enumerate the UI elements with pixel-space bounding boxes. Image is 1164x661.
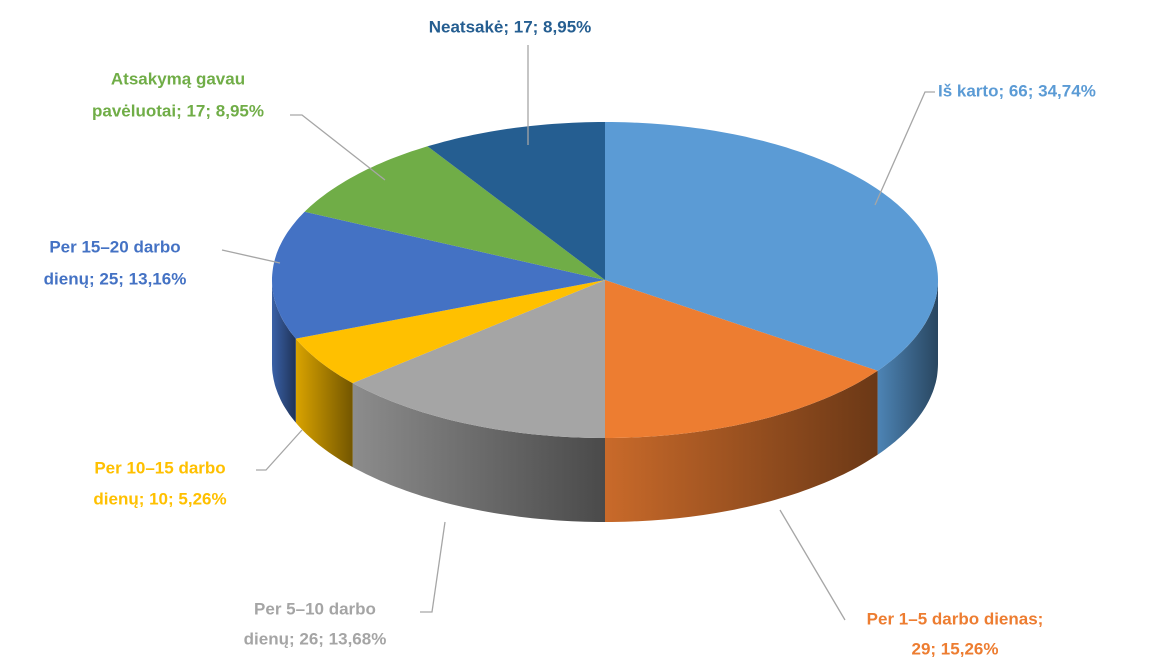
pie-side bbox=[877, 280, 938, 455]
pie-side bbox=[295, 338, 353, 468]
leader-line bbox=[779, 509, 846, 621]
leader-line bbox=[420, 521, 446, 613]
data-label: dienų; 10; 5,26% bbox=[93, 489, 226, 508]
data-label: Per 1–5 darbo dienas; bbox=[867, 609, 1044, 628]
data-label: Atsakymą gavau bbox=[111, 69, 245, 88]
leader-line bbox=[256, 429, 303, 471]
data-label: pavėluotai; 17; 8,95% bbox=[92, 101, 264, 120]
pie-slice bbox=[295, 280, 605, 384]
pie-slice bbox=[352, 280, 605, 438]
data-label: Per 15–20 darbo bbox=[49, 237, 180, 256]
pie-slice bbox=[605, 280, 878, 438]
pie-slice bbox=[304, 146, 605, 280]
pie-side bbox=[605, 370, 878, 522]
data-label: dienų; 26; 13,68% bbox=[244, 629, 387, 648]
data-label: dienų; 25; 13,16% bbox=[44, 269, 187, 288]
leader-line bbox=[290, 114, 386, 181]
data-label: Iš karto; 66; 34,74% bbox=[938, 81, 1096, 100]
pie-side bbox=[272, 280, 296, 423]
pie-side bbox=[352, 383, 605, 522]
data-label: 29; 15,26% bbox=[912, 639, 999, 658]
data-label: Per 10–15 darbo bbox=[94, 458, 225, 477]
data-label: Neatsakė; 17; 8,95% bbox=[429, 17, 592, 36]
pie-slice bbox=[272, 211, 605, 339]
data-label: Per 5–10 darbo bbox=[254, 599, 376, 618]
leader-line bbox=[221, 249, 281, 264]
pie-slice bbox=[427, 122, 605, 280]
pie-slice bbox=[605, 122, 938, 371]
leader-line bbox=[874, 91, 935, 206]
